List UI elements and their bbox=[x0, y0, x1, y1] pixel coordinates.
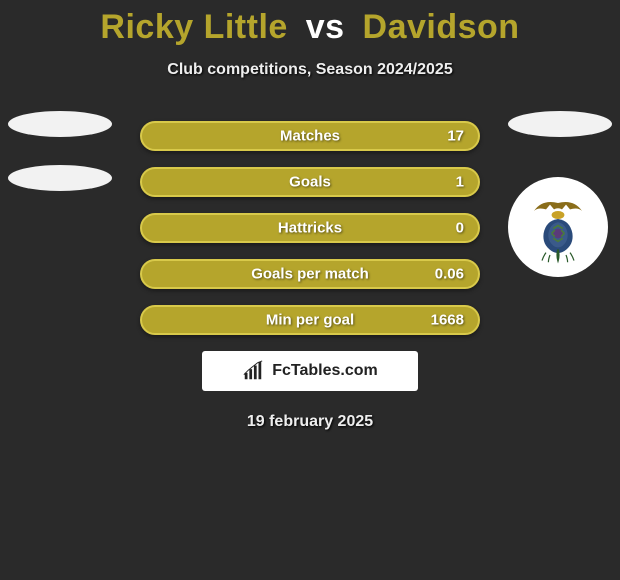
vs-text: vs bbox=[306, 8, 345, 46]
stat-label: Min per goal bbox=[266, 312, 354, 329]
stat-label: Goals bbox=[289, 174, 331, 191]
placeholder-oval bbox=[8, 111, 112, 137]
stat-label: Hattricks bbox=[278, 220, 342, 237]
crest-icon bbox=[518, 187, 598, 267]
stat-bar: Hattricks 0 bbox=[140, 213, 480, 243]
stat-value: 0.06 bbox=[435, 266, 464, 283]
date-text: 19 february 2025 bbox=[0, 413, 620, 431]
stat-bars: Matches 17 Goals 1 Hattricks 0 Goals per… bbox=[140, 121, 480, 335]
stat-bar: Matches 17 bbox=[140, 121, 480, 151]
stat-value: 17 bbox=[447, 128, 464, 145]
left-side-graphics bbox=[8, 111, 112, 219]
subtitle: Club competitions, Season 2024/2025 bbox=[0, 61, 620, 79]
stat-value: 1668 bbox=[431, 312, 464, 329]
branding-banner: FcTables.com bbox=[202, 351, 418, 391]
stat-value: 0 bbox=[456, 220, 464, 237]
stat-bar: Goals per match 0.06 bbox=[140, 259, 480, 289]
placeholder-oval bbox=[508, 111, 612, 137]
stat-bar: Goals 1 bbox=[140, 167, 480, 197]
stat-label: Goals per match bbox=[251, 266, 369, 283]
player1-name: Ricky Little bbox=[100, 8, 287, 46]
branding-text: FcTables.com bbox=[272, 362, 378, 380]
bar-chart-icon bbox=[242, 360, 264, 382]
comparison-title: Ricky Little vs Davidson bbox=[0, 0, 620, 47]
stat-value: 1 bbox=[456, 174, 464, 191]
stat-label: Matches bbox=[280, 128, 340, 145]
right-side-graphics bbox=[508, 111, 612, 277]
club-crest bbox=[508, 177, 608, 277]
player2-name: Davidson bbox=[363, 8, 520, 46]
content-area: Matches 17 Goals 1 Hattricks 0 Goals per… bbox=[0, 121, 620, 431]
placeholder-oval bbox=[8, 165, 112, 191]
stat-bar: Min per goal 1668 bbox=[140, 305, 480, 335]
